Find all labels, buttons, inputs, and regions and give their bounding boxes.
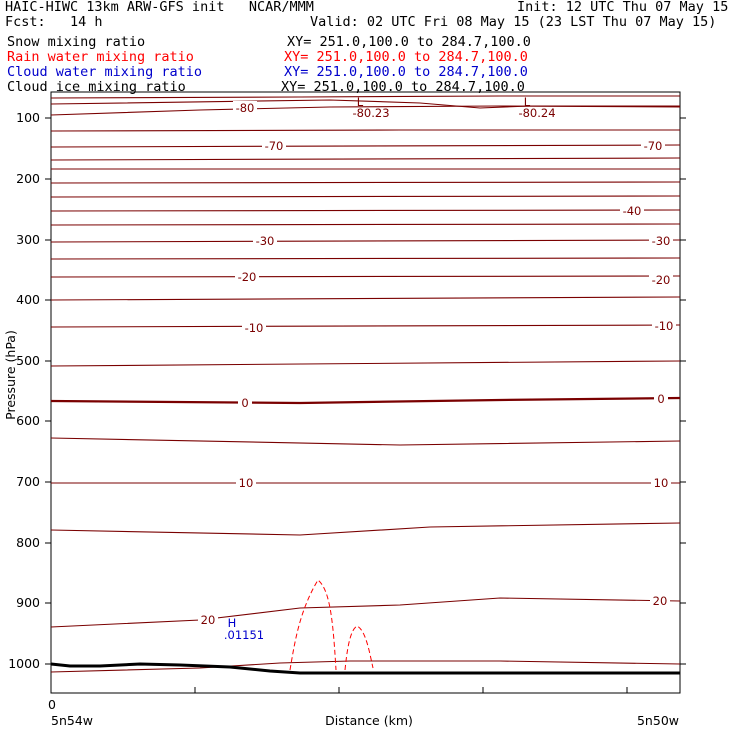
x-end-label: 5n50w xyxy=(637,713,679,728)
contour-line xyxy=(50,129,680,132)
low-symbol: L xyxy=(357,95,364,109)
contour-line xyxy=(50,324,681,328)
contour-line xyxy=(50,257,681,260)
contour-line xyxy=(50,522,681,536)
field-cloudice-xy: XY= 251.0,100.0 to 284.7,100.0 xyxy=(281,79,525,95)
contour-label: -40 xyxy=(623,204,642,218)
extrema-markers: L -80.23 L -80.24 H .01151 xyxy=(224,95,556,642)
contour-label: -20 xyxy=(652,273,671,287)
y-tick-label: 1000 xyxy=(8,656,40,671)
x-axis: 0 5n54w 5n50w Distance (km) xyxy=(48,687,679,728)
contour-label: -30 xyxy=(652,234,671,248)
contour-line xyxy=(50,195,681,198)
rain-contour xyxy=(344,625,374,671)
contour-label: -20 xyxy=(238,270,257,284)
terrain-line xyxy=(50,662,680,675)
plot-frame xyxy=(50,91,681,694)
high-value: .01151 xyxy=(224,628,264,642)
temperature-contours xyxy=(50,95,681,673)
contour-label: -70 xyxy=(644,139,663,153)
contour-line xyxy=(50,396,681,405)
y-tick-label: 600 xyxy=(16,413,40,428)
field-rain-xy: XY= 251.0,100.0 to 284.7,100.0 xyxy=(284,49,528,65)
contour-label: -10 xyxy=(655,319,674,333)
contour-line xyxy=(50,223,681,226)
y-tick-label: 300 xyxy=(16,232,40,247)
contour-line xyxy=(50,437,681,446)
x-start-label: 5n54w xyxy=(51,713,93,728)
contour-line xyxy=(50,275,681,278)
contour-line xyxy=(50,209,681,212)
field-snow-xy: XY= 251.0,100.0 to 284.7,100.0 xyxy=(287,34,531,50)
chart-title: HAIC-HIWC 13km ARW-GFS init NCAR/MMM xyxy=(5,0,314,15)
field-cloudwater-name: Cloud water mixing ratio xyxy=(7,64,203,80)
contour-label: 0 xyxy=(241,396,248,410)
y-tick-label: 400 xyxy=(16,292,40,307)
contour-label: -70 xyxy=(265,139,284,153)
field-rain-name: Rain water mixing ratio xyxy=(7,49,194,65)
y-tick-label: 900 xyxy=(16,595,40,610)
init-time: Init: 12 UTC Thu 07 May 15 xyxy=(517,0,729,15)
contour-label: 10 xyxy=(654,476,669,490)
contour-labels: -80 -70 -70 -40 -30 -30 -20 -20 -10 -10 … xyxy=(198,101,676,627)
y-tick-label: 200 xyxy=(16,171,40,186)
field-snow-name: Snow mixing ratio xyxy=(7,34,146,50)
high-symbol: H xyxy=(228,616,237,630)
contour-line xyxy=(50,181,681,184)
contour-label: 20 xyxy=(653,594,668,608)
low-value: -80.23 xyxy=(352,106,389,120)
valid-time: Valid: 02 UTC Fri 08 May 15 (23 LST Thu … xyxy=(310,14,717,30)
contour-line xyxy=(50,597,681,628)
rain-contour xyxy=(289,579,337,671)
x-axis-label: Distance (km) xyxy=(325,713,413,728)
contour-line xyxy=(50,360,681,367)
contour-line xyxy=(50,660,681,673)
contour-line xyxy=(50,296,681,301)
y-tick-label: 500 xyxy=(16,353,40,368)
contour-line xyxy=(50,95,680,99)
y-axis-label: Pressure (hPa) xyxy=(3,330,18,420)
low-value: -80.24 xyxy=(518,106,555,120)
contour-label: 10 xyxy=(239,476,254,490)
contour-label: 0 xyxy=(657,392,664,406)
y-tick-label: 800 xyxy=(16,535,40,550)
contour-line xyxy=(50,144,681,148)
forecast-hour: Fcst: 14 h xyxy=(5,14,103,30)
contour-label: -30 xyxy=(256,234,275,248)
contour-line xyxy=(50,105,681,116)
field-cloudwater-xy: XY= 251.0,100.0 to 284.7,100.0 xyxy=(284,64,528,80)
contour-label: -10 xyxy=(245,321,264,335)
x-zero-label: 0 xyxy=(48,697,56,712)
low-symbol: L xyxy=(524,95,531,109)
contour-line xyxy=(50,157,681,161)
contour-line xyxy=(50,239,681,243)
contour-label: 20 xyxy=(201,613,216,627)
y-axis: 100 200 300 400 500 600 700 800 900 1000 xyxy=(8,110,686,671)
contour-label: -80 xyxy=(236,101,255,115)
rain-contours xyxy=(289,579,374,671)
y-tick-label: 100 xyxy=(16,110,40,125)
field-cloudice-name: Cloud ice mixing ratio xyxy=(7,79,186,95)
y-tick-label: 700 xyxy=(16,474,40,489)
